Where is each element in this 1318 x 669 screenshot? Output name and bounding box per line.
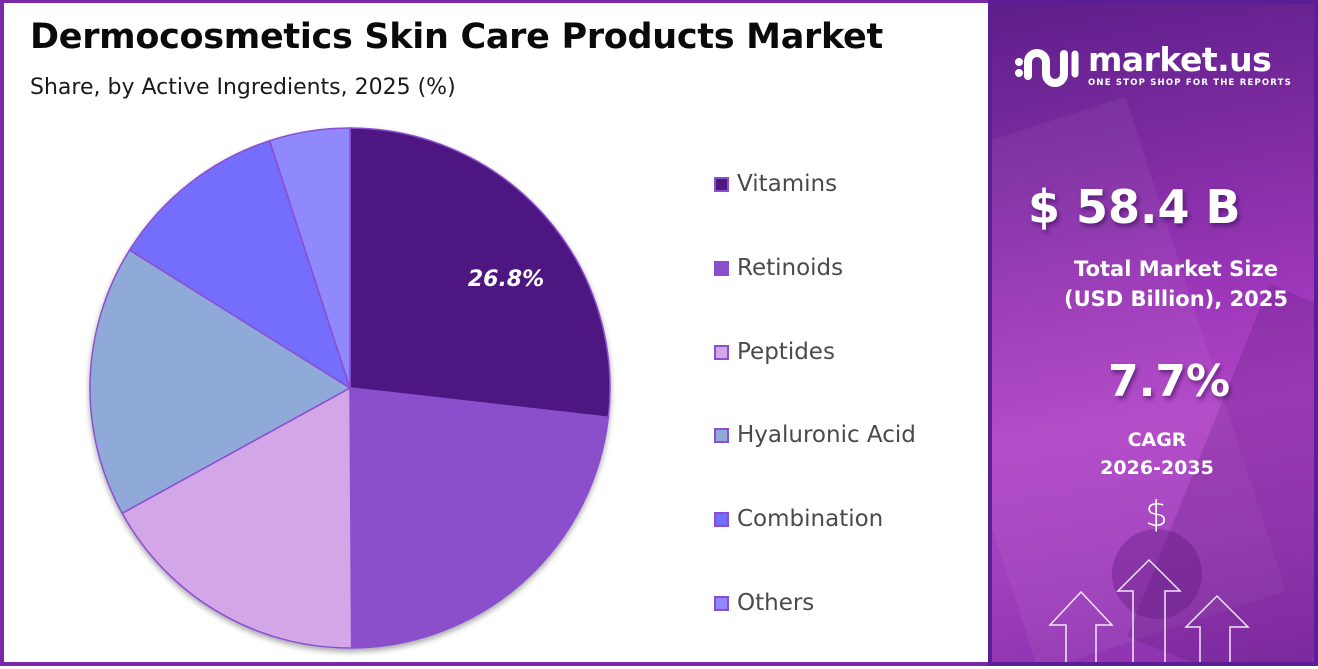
legend-label: Hyaluronic Acid: [737, 422, 916, 448]
chart-panel: Dermocosmetics Skin Care Products Market…: [0, 0, 988, 666]
market-us-logo-icon: [1015, 49, 1079, 87]
legend-label: Vitamins: [737, 171, 838, 197]
dollar-icon: $: [1145, 494, 1168, 535]
legend-swatch-hyaluronic-acid: [714, 427, 729, 443]
pie-slice-retinoids: [349, 387, 610, 649]
legend-swatch-retinoids: [714, 260, 729, 276]
pie-slice-others: [268, 127, 351, 389]
legend-swatch-others: [714, 595, 729, 611]
pie-slice-peptides: [121, 386, 353, 649]
market-size-label-line1: Total Market Size: [1074, 257, 1278, 281]
brand-logo: market.us ONE STOP SHOP FOR THE REPORTS: [1012, 40, 1292, 92]
coffee-cup-decoration: [1112, 529, 1202, 619]
legend-item-vitamins: Vitamins: [714, 171, 837, 197]
pie-slices: [89, 127, 611, 649]
cagr-value: 7.7%: [1108, 356, 1231, 407]
summary-panel: market.us ONE STOP SHOP FOR THE REPORTS …: [988, 0, 1318, 666]
legend-item-retinoids: Retinoids: [714, 255, 843, 281]
legend-item-others: Others: [714, 590, 814, 616]
market-size-label-line2: (USD Billion), 2025: [1063, 287, 1289, 311]
market-size-label: Total Market Size (USD Billion), 2025: [1026, 254, 1314, 314]
pie-slice-combination: [128, 139, 352, 390]
legend-swatch-peptides: [714, 344, 729, 360]
legend-label: Others: [737, 590, 815, 616]
growth-arrows-icon: [1048, 558, 1250, 662]
brand-name: market.us: [1088, 39, 1272, 79]
legend-swatch-combination: [714, 511, 729, 527]
legend-item-combination: Combination: [714, 506, 883, 532]
brand-tagline: ONE STOP SHOP FOR THE REPORTS: [1088, 77, 1292, 88]
pie-slice-vitamins: [349, 127, 611, 419]
cagr-label-line2: 2026-2035: [1100, 457, 1214, 479]
vitamins-share-label: 26.8%: [468, 267, 544, 292]
cagr-label: CAGR 2026-2035: [992, 426, 1314, 482]
pie-slice-hyaluronic-acid: [89, 249, 352, 515]
chart-subtitle: Share, by Active Ingredients, 2025 (%): [30, 75, 456, 100]
legend-swatch-vitamins: [714, 176, 729, 192]
legend-label: Combination: [737, 506, 884, 532]
legend-item-peptides: Peptides: [714, 339, 835, 365]
legend-label: Peptides: [737, 339, 835, 365]
market-size-value: $ 58.4 B: [1028, 180, 1241, 234]
cagr-label-line1: CAGR: [1127, 429, 1187, 451]
chart-title: Dermocosmetics Skin Care Products Market: [30, 17, 883, 57]
legend-label: Retinoids: [737, 255, 844, 281]
pie-chart: 26.8%: [89, 127, 611, 649]
legend-item-hyaluronic-acid: Hyaluronic Acid: [714, 422, 916, 448]
